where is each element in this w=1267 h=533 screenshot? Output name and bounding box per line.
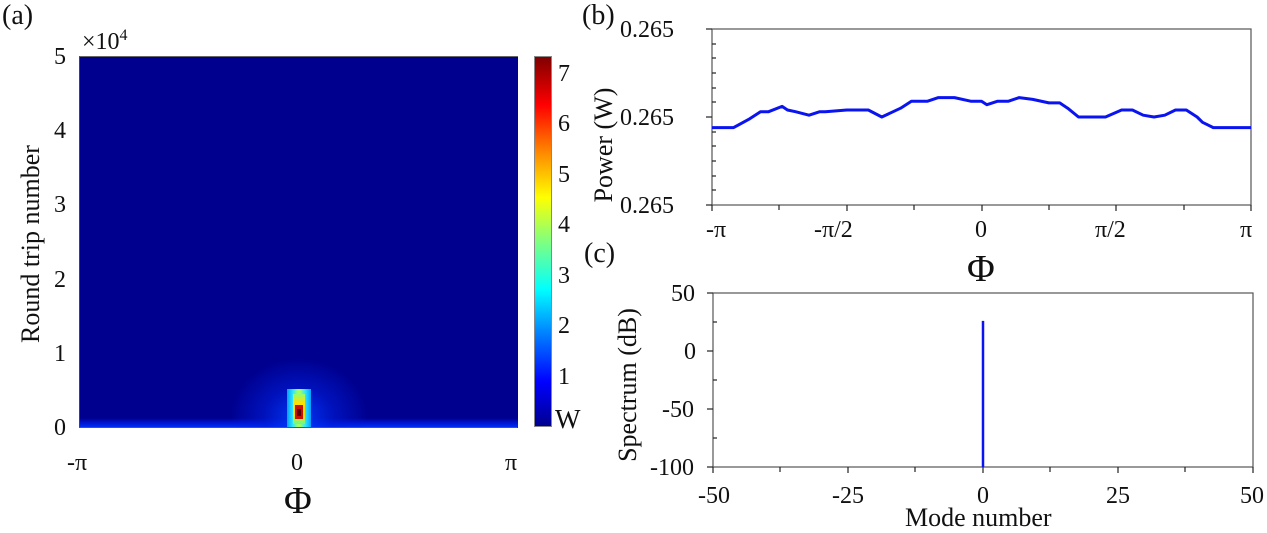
colorbar-tick-1: 1	[558, 364, 570, 390]
c-ytick-50: 50	[671, 281, 695, 307]
c-xtick-neg25: -25	[832, 483, 864, 509]
colorbar-tick-2: 2	[558, 313, 570, 339]
a-ytick-5: 5	[54, 44, 66, 70]
heatmap-peak-core	[297, 409, 301, 416]
c-ytick-0: 0	[684, 339, 696, 365]
b-xtick-pi-half: π/2	[1095, 217, 1126, 243]
b-yticks-marks	[706, 28, 716, 206]
plot-b-frame	[711, 28, 1252, 206]
a-xtick-neg-pi: -π	[67, 450, 88, 476]
panel-a-label: (a)	[2, 0, 34, 31]
a-ytick-3: 3	[54, 192, 66, 218]
b-xtick-neg-pi-half: -π/2	[814, 217, 853, 243]
b-xlabel: Φ	[967, 248, 995, 290]
c-xtick-25: 25	[1106, 483, 1130, 509]
c-xtick-50: 50	[1240, 483, 1264, 509]
y-multiplier: ×104	[82, 27, 128, 55]
c-xticks-marks	[712, 467, 1254, 473]
b-xtick-pi: π	[1240, 217, 1253, 243]
b-xticks-marks	[711, 205, 1252, 211]
b-ytick-top: 0.265	[620, 17, 674, 43]
a-ytick-2: 2	[54, 267, 66, 293]
heatmap-a	[79, 56, 518, 428]
y-multiplier-exp: 4	[119, 27, 128, 44]
c-ylabel: Spectrum (dB)	[613, 308, 642, 462]
power-curve	[712, 96, 1251, 130]
panel-c-label: (c)	[584, 238, 616, 269]
b-xtick-0: 0	[975, 217, 987, 243]
panel-b-label: (b)	[582, 0, 615, 31]
a-xtick-pi: π	[505, 450, 518, 476]
b-ytick-mid: 0.265	[620, 105, 674, 131]
a-xlabel: Φ	[284, 480, 312, 522]
colorbar-tick-3: 3	[558, 263, 570, 289]
c-xlabel: Mode number	[905, 503, 1052, 532]
b-ytick-bottom: 0.265	[620, 193, 674, 219]
colorbar-tick-4: 4	[558, 212, 570, 238]
colorbar	[534, 56, 552, 427]
b-xtick-neg-pi: -π	[706, 217, 727, 243]
y-multiplier-base: ×10	[82, 29, 120, 55]
a-xaxis-line	[79, 427, 517, 428]
colorbar-tick-7: 7	[558, 61, 570, 87]
colorbar-tick-6: 6	[558, 111, 570, 137]
a-ytick-0: 0	[54, 415, 66, 441]
c-yticks-marks	[707, 292, 717, 468]
colorbar-unit: W	[555, 404, 581, 434]
c-ytick-neg100: -100	[650, 455, 694, 481]
c-ytick-neg50: -50	[662, 397, 694, 423]
a-ytick-1: 1	[54, 341, 66, 367]
c-xtick-neg50: -50	[698, 483, 730, 509]
c-xtick-0: 0	[977, 483, 989, 509]
a-ytick-4: 4	[54, 118, 66, 144]
colorbar-tick-5: 5	[558, 162, 570, 188]
a-xtick-0: 0	[291, 450, 303, 476]
